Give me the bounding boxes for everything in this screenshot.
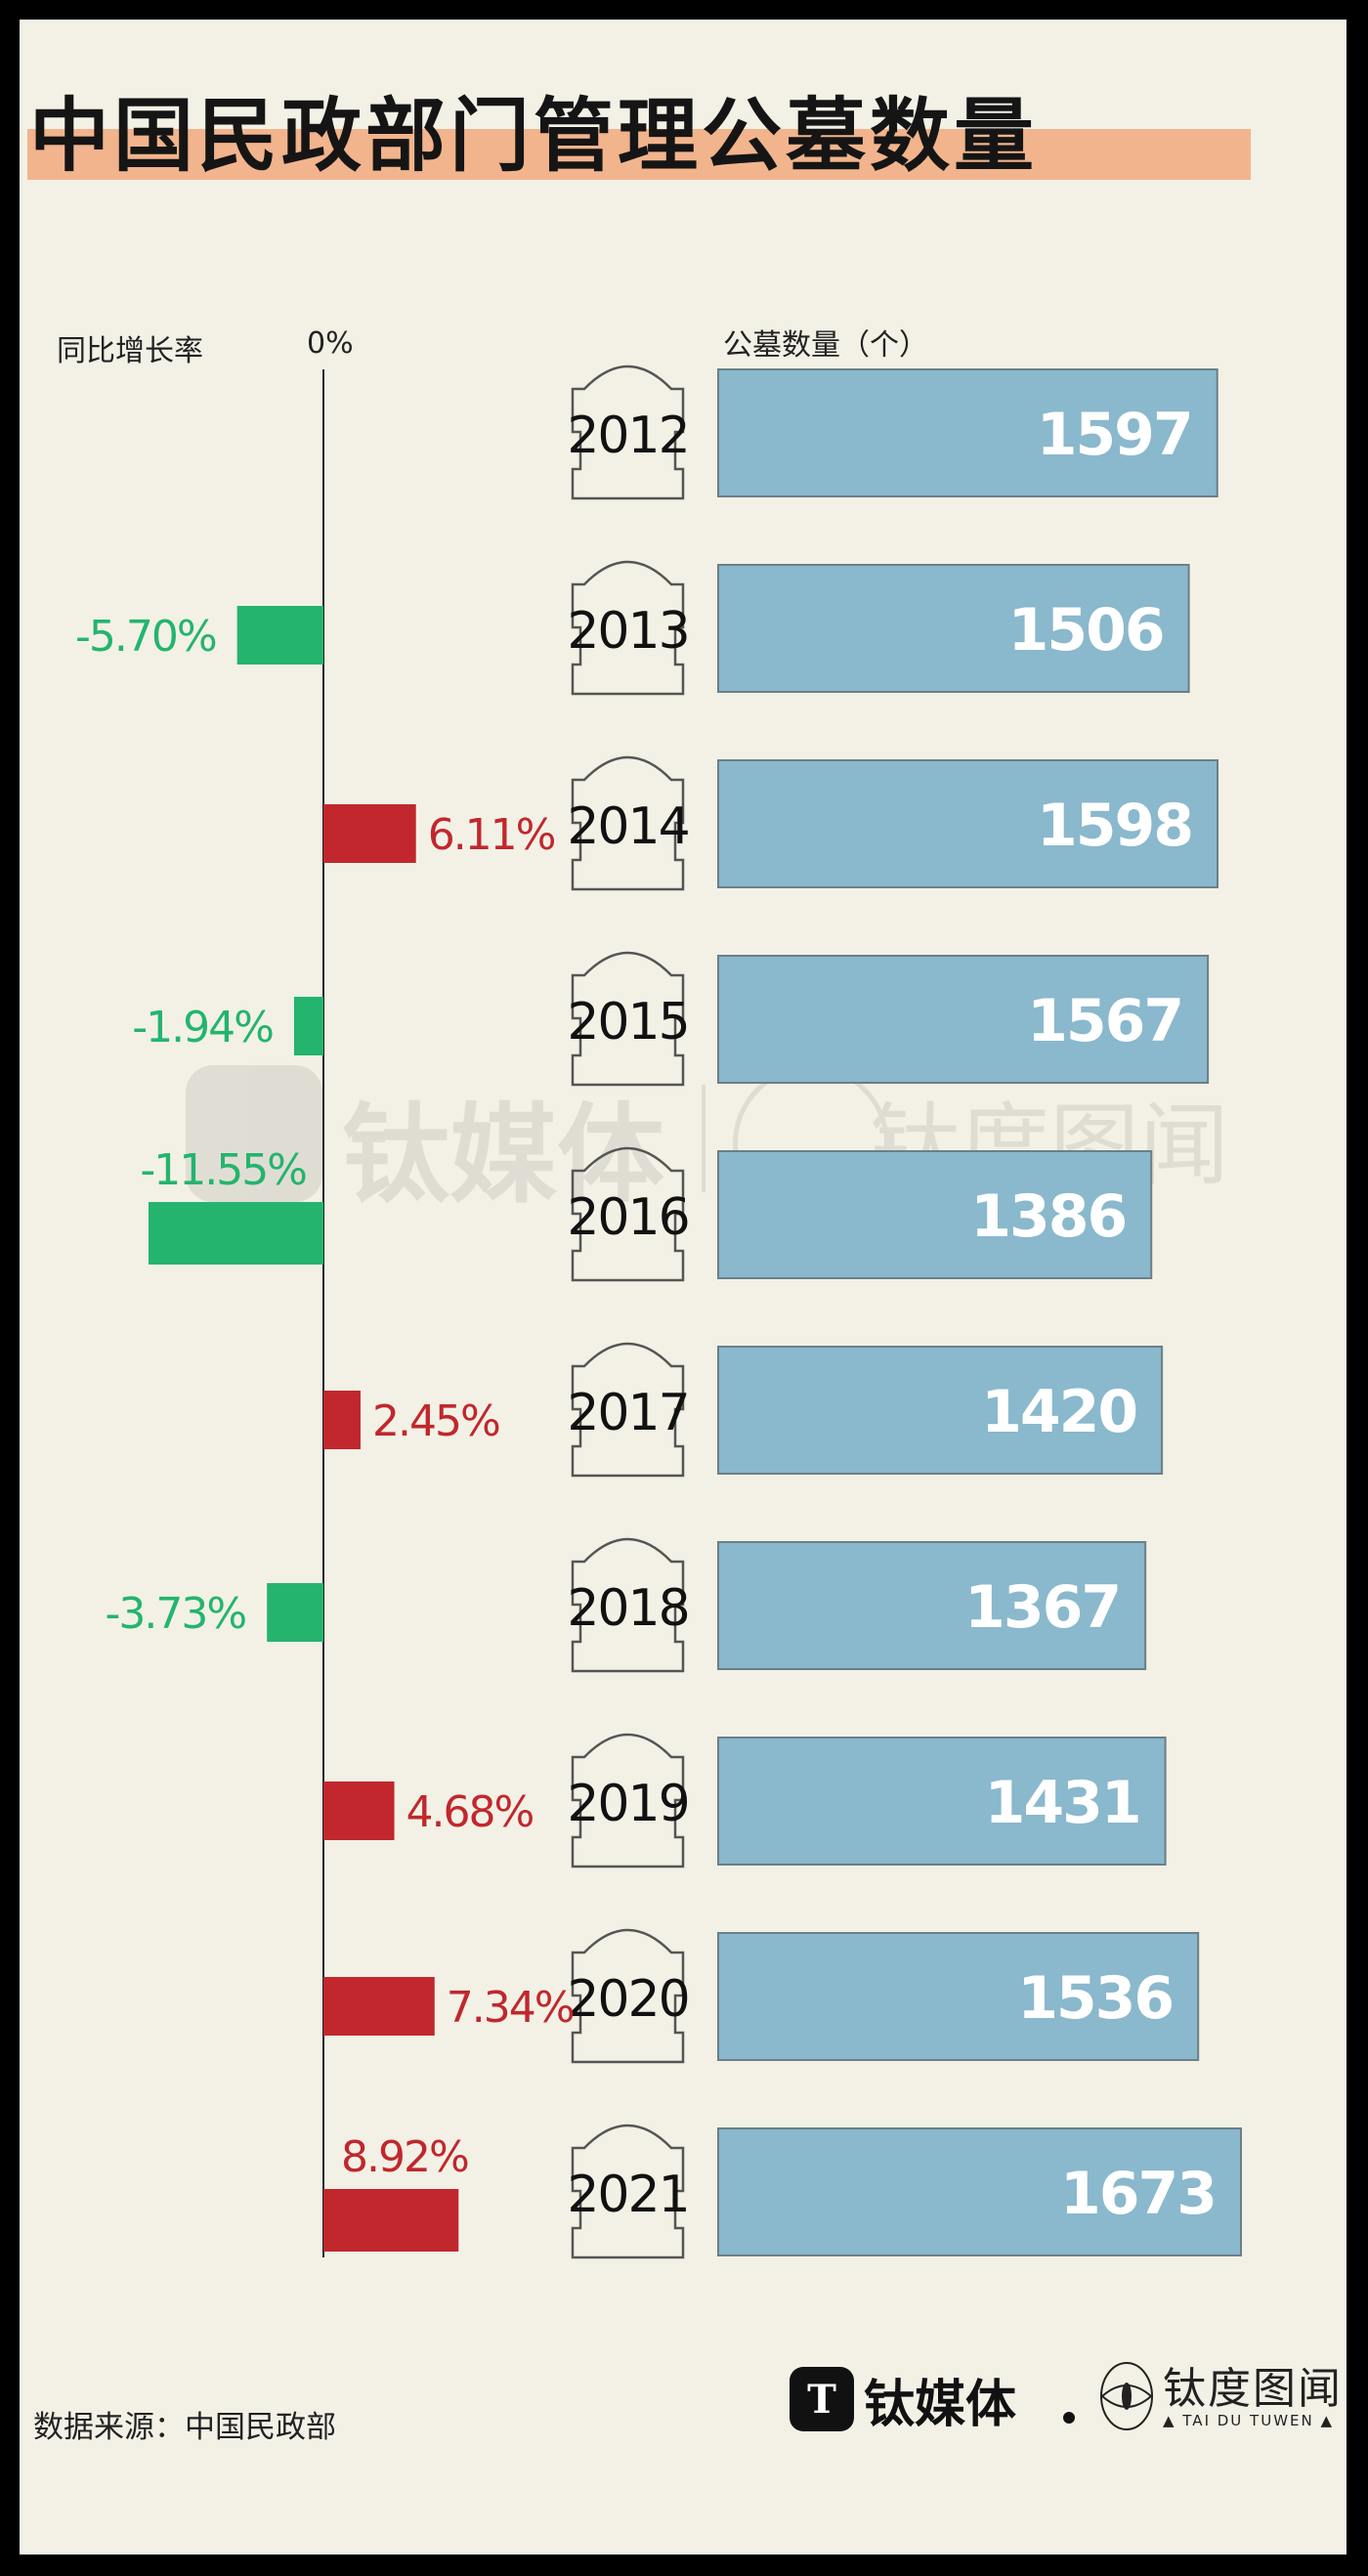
- year-label: 2015: [567, 993, 688, 1052]
- data-source: 数据来源：中国民政部: [33, 2410, 336, 2445]
- tombstone-icon: [571, 755, 685, 891]
- growth-bar-positive: [323, 804, 416, 863]
- year-label: 2021: [567, 2166, 688, 2224]
- count-bar: [717, 759, 1219, 888]
- tombstone-icon: [571, 1537, 685, 1673]
- growth-value-label: -3.73%: [106, 1589, 246, 1639]
- growth-value-label: 2.45%: [372, 1396, 499, 1446]
- brand-logo-icon: T: [790, 2367, 854, 2431]
- growth-bar-positive: [323, 1391, 361, 1449]
- growth-value-label: 7.34%: [447, 1983, 574, 2033]
- tombstone-icon: [571, 560, 685, 696]
- tombstone-icon: [571, 2124, 685, 2259]
- brand2-name: 钛度图闻: [1163, 2364, 1343, 2414]
- year-label: 2013: [567, 602, 688, 661]
- tombstone-icon: [571, 1733, 685, 1868]
- count-value-label: 1506: [1008, 596, 1164, 665]
- count-value-label: 1431: [985, 1769, 1140, 1837]
- growth-bar-positive: [323, 1977, 435, 2036]
- tombstone-icon: [571, 1928, 685, 2064]
- count-value-label: 1386: [970, 1182, 1126, 1251]
- count-value-label: 1673: [1060, 2160, 1216, 2228]
- growth-value-label: 8.92%: [341, 2132, 468, 2182]
- brand-name: 钛媒体: [864, 2375, 1017, 2434]
- tombstone-icon: [571, 1146, 685, 1282]
- count-bar: [717, 1541, 1147, 1670]
- count-value-label: 1367: [964, 1573, 1120, 1642]
- brand2-subtitle: ▲ TAI DU TUWEN ▲: [1163, 2412, 1335, 2429]
- count-bar: [717, 1150, 1153, 1279]
- growth-bar-negative: [267, 1583, 323, 1642]
- year-label: 2014: [567, 797, 688, 856]
- brand-separator-dot: [1063, 2412, 1075, 2424]
- growth-value-label: -1.94%: [132, 1003, 273, 1052]
- count-axis-header: 公墓数量（个）: [723, 328, 928, 363]
- title-highlight-band: [27, 129, 1251, 180]
- eye-icon: [1100, 2362, 1153, 2430]
- count-bar: [717, 955, 1210, 1084]
- growth-value-label: 6.11%: [428, 810, 555, 860]
- count-bar: [717, 1737, 1167, 1866]
- year-label: 2012: [567, 407, 688, 465]
- year-label: 2020: [567, 1970, 688, 2029]
- year-label: 2019: [567, 1775, 688, 1833]
- page-title: 中国民政部门管理公墓数量: [29, 90, 1039, 183]
- growth-axis-header: 同比增长率: [57, 334, 203, 368]
- count-bar: [717, 1346, 1164, 1475]
- growth-bar-negative: [293, 997, 323, 1055]
- year-label: 2018: [567, 1579, 688, 1638]
- growth-bar-negative: [148, 1202, 323, 1265]
- count-bar: [717, 1932, 1200, 2061]
- tombstone-icon: [571, 951, 685, 1087]
- growth-bar-positive: [323, 2189, 459, 2252]
- year-label: 2017: [567, 1384, 688, 1442]
- growth-bar-positive: [323, 1782, 395, 1840]
- growth-value-label: -5.70%: [75, 612, 216, 662]
- brand-taimeiti: T 钛媒体: [790, 2355, 1016, 2443]
- count-bar: [717, 564, 1190, 693]
- growth-value-label: 4.68%: [406, 1787, 534, 1837]
- count-bar: [717, 2127, 1242, 2256]
- growth-value-label: -11.55%: [140, 1145, 306, 1195]
- count-bar: [717, 368, 1218, 497]
- brand-taidutuwen: 钛度图闻 ▲ TAI DU TUWEN ▲: [1098, 2349, 1341, 2447]
- year-label: 2016: [567, 1188, 688, 1247]
- count-value-label: 1598: [1037, 792, 1192, 860]
- zero-baseline-label: 0%: [307, 326, 354, 361]
- count-value-label: 1420: [981, 1378, 1136, 1446]
- count-value-label: 1536: [1017, 1964, 1173, 2033]
- count-value-label: 1597: [1037, 401, 1192, 469]
- growth-bar-negative: [236, 606, 323, 665]
- tombstone-icon: [571, 365, 685, 500]
- count-value-label: 1567: [1027, 987, 1182, 1055]
- tombstone-icon: [571, 1342, 685, 1478]
